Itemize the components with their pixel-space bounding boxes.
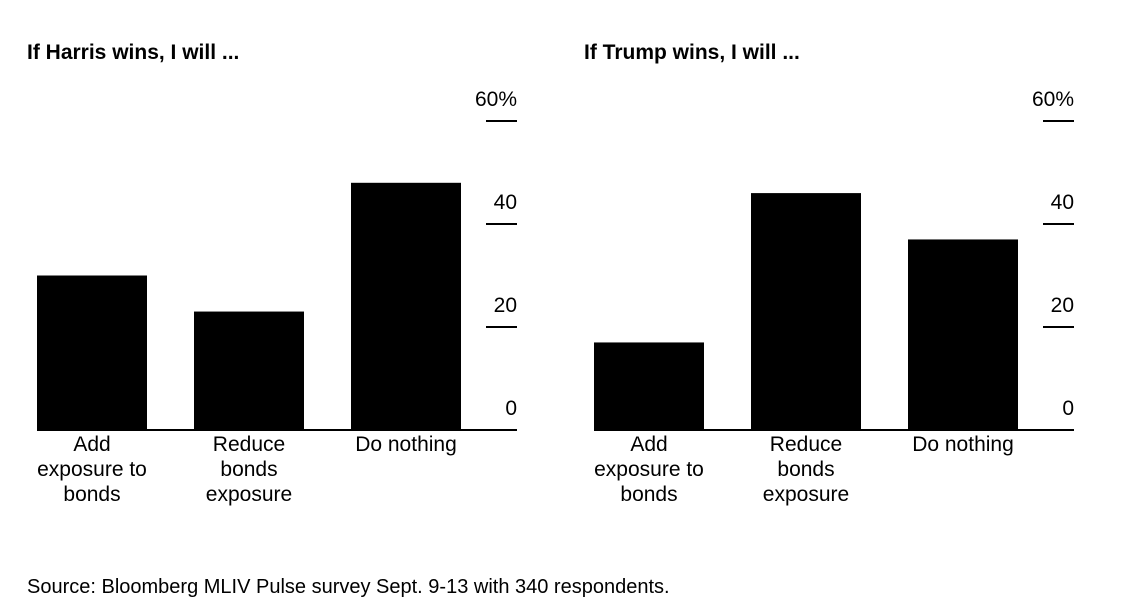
category-label-line: Add bbox=[630, 433, 667, 456]
y-tick-label: 60% bbox=[475, 88, 517, 111]
bar bbox=[594, 342, 704, 430]
chart-title: If Harris wins, I will ... bbox=[27, 41, 239, 64]
category-label-line: Reduce bbox=[213, 433, 285, 456]
category-label-line: exposure bbox=[206, 483, 292, 506]
y-tick-label: 60% bbox=[1032, 88, 1074, 111]
category-label-line: bonds bbox=[620, 483, 677, 506]
category-label: Do nothing bbox=[355, 433, 457, 456]
chart-title: If Trump wins, I will ... bbox=[584, 41, 800, 64]
category-label-line: exposure bbox=[763, 483, 849, 506]
bar bbox=[751, 193, 861, 430]
category-label: Do nothing bbox=[912, 433, 1014, 456]
bar bbox=[194, 311, 304, 430]
bar bbox=[908, 239, 1018, 430]
y-tick-label: 40 bbox=[1051, 191, 1074, 214]
bar bbox=[37, 275, 147, 430]
y-tick-label: 0 bbox=[1062, 397, 1074, 420]
y-tick-label: 40 bbox=[494, 191, 517, 214]
y-tick-label: 20 bbox=[494, 294, 517, 317]
chart-panel-1: If Harris wins, I will ...0204060%Addexp… bbox=[27, 41, 517, 506]
chart-panel-2: If Trump wins, I will ...0204060%Addexpo… bbox=[584, 41, 1074, 506]
category-label-line: bonds bbox=[220, 458, 277, 481]
category-label-line: Add bbox=[73, 433, 110, 456]
y-tick-label: 20 bbox=[1051, 294, 1074, 317]
category-label-line: bonds bbox=[63, 483, 120, 506]
source-note: Source: Bloomberg MLIV Pulse survey Sept… bbox=[27, 576, 670, 598]
category-label-line: Do nothing bbox=[355, 433, 457, 456]
y-tick-label: 0 bbox=[505, 397, 517, 420]
bar bbox=[351, 182, 461, 430]
category-label-line: Do nothing bbox=[912, 433, 1014, 456]
category-label-line: exposure to bbox=[37, 458, 147, 481]
category-label-line: bonds bbox=[777, 458, 834, 481]
category-label-line: exposure to bbox=[594, 458, 704, 481]
category-label-line: Reduce bbox=[770, 433, 842, 456]
